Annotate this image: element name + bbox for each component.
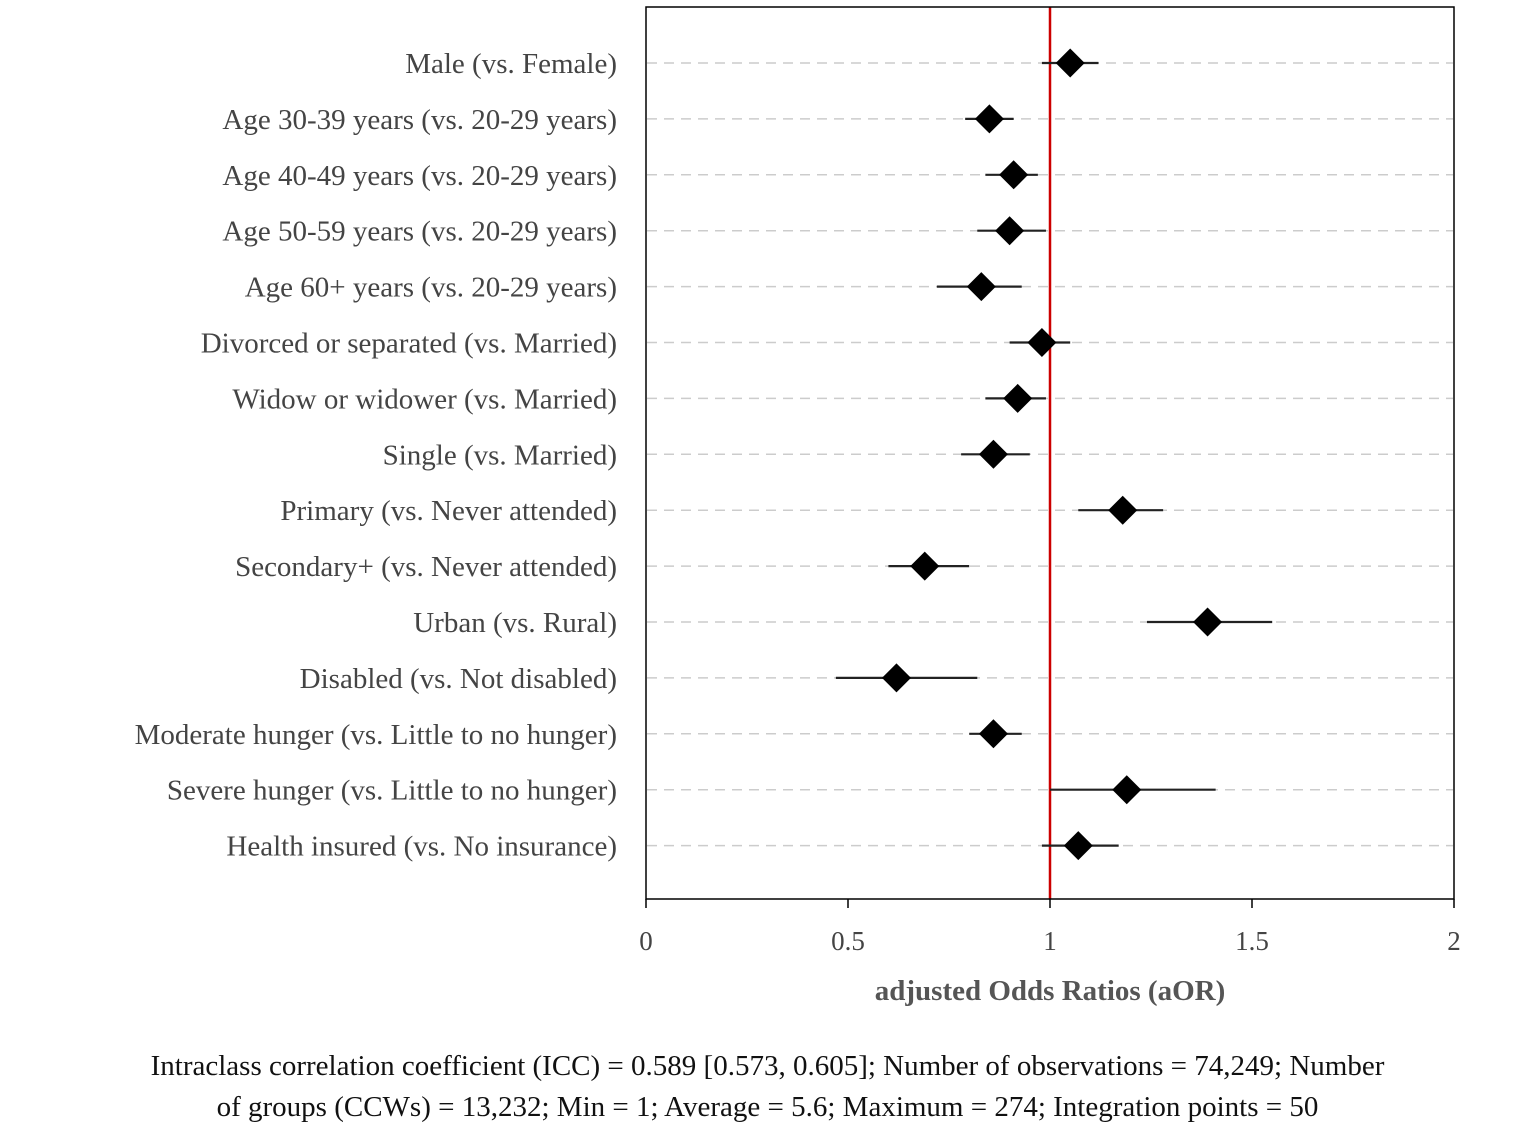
category-label: Health insured (vs. No insurance) (226, 831, 617, 863)
x-tick-label: 0.5 (831, 926, 865, 956)
footnote-line-2: of groups (CCWs) = 13,232; Min = 1; Aver… (216, 1091, 1319, 1123)
category-label: Widow or widower (vs. Married) (232, 383, 617, 415)
aor-diamond (999, 160, 1029, 190)
category-label: Age 30-39 years (vs. 20-29 years) (222, 104, 617, 136)
x-tick-label: 2 (1447, 926, 1461, 956)
footnote-line-1: Intraclass correlation coefficient (ICC)… (150, 1050, 1385, 1082)
category-label: Urban (vs. Rural) (413, 607, 617, 639)
aor-diamond (1112, 775, 1142, 805)
aor-diamond (1055, 48, 1085, 78)
x-axis-title: adjusted Odds Ratios (aOR) (875, 975, 1225, 1007)
aor-diamond (995, 216, 1025, 246)
x-tick-label: 0 (639, 926, 653, 956)
aor-diamond (1063, 831, 1093, 861)
category-label: Male (vs. Female) (405, 48, 617, 80)
confidence-intervals (835, 61, 1273, 847)
x-tick-label: 1.5 (1235, 926, 1269, 956)
aor-diamond (881, 663, 911, 693)
aor-diamond (1027, 328, 1057, 357)
model-footnote: Intraclass correlation coefficient (ICC)… (0, 1046, 1535, 1128)
category-label: Single (vs. Married) (383, 439, 617, 471)
category-labels: Male (vs. Female) Age 30-39 years (vs. 20… (135, 48, 617, 863)
aor-diamond (978, 439, 1008, 469)
category-label: Severe hunger (vs. Little to no hunger) (167, 775, 617, 807)
aor-diamond (1108, 495, 1138, 525)
aor-diamond (966, 272, 996, 302)
aor-diamond (1193, 607, 1223, 637)
category-label: Divorced or separated (vs. Married) (201, 328, 617, 360)
category-label: Disabled (vs. Not disabled) (300, 663, 617, 695)
category-label: Age 50-59 years (vs. 20-29 years) (222, 216, 617, 248)
aor-diamond (910, 551, 940, 581)
category-label: Age 60+ years (vs. 20-29 years) (245, 272, 617, 304)
category-label: Secondary+ (vs. Never attended) (235, 551, 617, 583)
aor-diamond (1003, 383, 1033, 413)
category-label: Age 40-49 years (vs. 20-29 years) (222, 160, 617, 192)
x-axis-ticks: 0 0.5 1 1.5 2 (639, 899, 1461, 956)
grid-lines (647, 62, 1453, 847)
forest-plot: Male (vs. Female) Age 30-39 years (vs. 20… (135, 6, 1461, 1007)
aor-markers (881, 48, 1223, 861)
aor-diamond (978, 719, 1008, 749)
category-label: Primary (vs. Never attended) (280, 495, 617, 527)
category-label: Moderate hunger (vs. Little to no hunger… (135, 719, 617, 751)
aor-diamond (974, 104, 1004, 134)
x-tick-label: 1 (1043, 926, 1057, 956)
